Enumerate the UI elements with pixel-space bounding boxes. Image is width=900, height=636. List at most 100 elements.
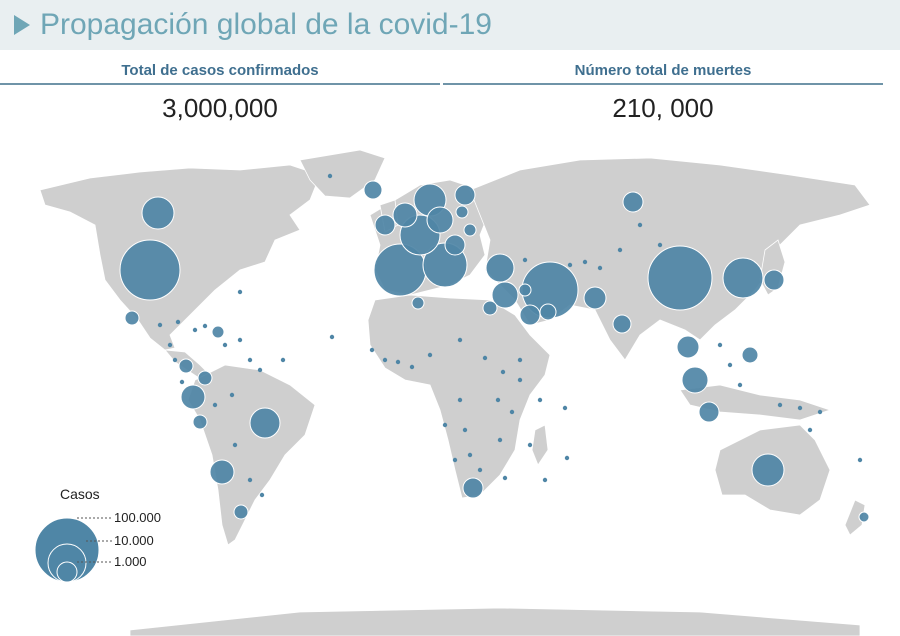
madagascar-landmass [531,424,549,466]
case-bubble [197,370,213,386]
case-dot [382,357,388,363]
case-dot [232,442,238,448]
case-bubble [374,214,396,236]
case-bubble [518,283,532,297]
case-dot [502,475,508,481]
case-dot [259,492,265,498]
total-deaths-label: Número total de muertes [574,62,752,79]
case-dot [817,409,823,415]
case-dot [172,357,178,363]
case-dot [727,362,733,368]
case-bubble [141,196,175,230]
total-deaths-panel: Número total de muertes 210, 000 [443,60,883,124]
case-dot [517,377,523,383]
legend-label-medium: 10.000 [114,533,154,548]
case-dot [807,427,813,433]
case-dot [247,357,253,363]
case-bubble [124,310,140,326]
case-dot [527,442,533,448]
case-dot [409,364,415,370]
new-zealand-landmass [844,499,866,536]
total-deaths-value: 210, 000 [612,93,714,123]
case-bubble [462,477,484,499]
case-dot [442,422,448,428]
case-dot [617,247,623,253]
case-bubble [411,296,425,310]
case-dot [237,337,243,343]
case-dot [202,323,208,329]
legend-title: Casos [60,486,100,502]
case-dot [857,457,863,463]
greenland-landmass [299,149,386,199]
case-dot [327,173,333,179]
case-dot [482,355,488,361]
case-bubble [363,180,383,200]
case-dot [582,259,588,265]
case-dot [567,262,573,268]
case-bubble [485,253,515,283]
case-bubble [676,335,700,359]
case-dot [477,467,483,473]
case-bubble [491,281,519,309]
case-bubble [482,300,498,316]
case-dot [257,367,263,373]
case-bubble [249,407,281,439]
legend-circle-small [56,561,78,583]
case-bubble [455,205,469,219]
confirmed-cases-value: 3,000,000 [162,93,278,123]
confirmed-cases-label: Total de casos confirmados [121,62,319,79]
case-dot [497,437,503,443]
north-america-landmass [39,164,321,351]
case-bubble [209,459,235,485]
case-bubble [233,504,249,520]
case-dot [427,352,433,358]
legend-label-large: 100.000 [114,510,161,525]
case-bubble [426,206,454,234]
case-bubble [583,286,607,310]
antarctica-landmass [129,607,861,636]
case-bubble [741,346,759,364]
case-bubble [211,325,225,339]
case-dot [222,342,228,348]
case-dot [452,457,458,463]
case-bubble [612,314,632,334]
world-map [34,149,871,636]
legend-circles [34,517,112,583]
case-dot [457,397,463,403]
case-bubble [698,401,720,423]
case-dot [562,405,568,411]
case-dot [657,242,663,248]
case-dot [509,409,515,415]
case-bubble [119,239,181,301]
case-dot [167,342,173,348]
case-dot [175,319,181,325]
case-dot [597,265,603,271]
case-dot [777,402,783,408]
legend-label-small: 1.000 [114,554,147,569]
case-dot [737,382,743,388]
case-bubble [178,358,194,374]
case-dot [495,397,501,403]
case-bubble [180,384,206,410]
case-bubble [751,453,785,487]
case-dot [229,392,235,398]
case-bubble [192,414,208,430]
case-dot [395,359,401,365]
case-bubble [763,269,785,291]
case-dot [212,402,218,408]
case-bubble [392,202,418,228]
case-dot [192,327,198,333]
case-bubble [858,511,870,523]
case-dot [157,322,163,328]
case-dot [467,452,473,458]
case-bubble [519,304,541,326]
play-triangle-icon [14,15,30,35]
divider [0,83,440,85]
africa-landmass [367,294,551,499]
case-dot [247,477,253,483]
case-bubble [647,245,713,311]
case-dot [537,397,543,403]
case-dot [329,334,335,340]
case-dot [237,289,243,295]
case-bubble [444,234,466,256]
